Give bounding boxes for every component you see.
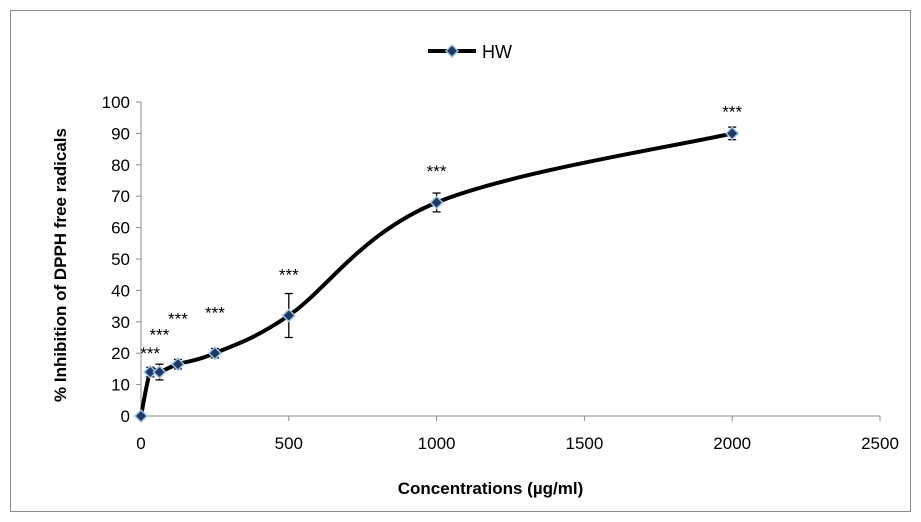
x-tick-label: 1500	[565, 434, 603, 453]
x-tick-label: 1000	[418, 434, 456, 453]
y-tick-label: 60	[111, 219, 130, 238]
significance-label: ***	[168, 310, 188, 329]
data-point-marker	[725, 126, 740, 141]
significance-label: ***	[205, 303, 225, 322]
x-tick-label: 0	[136, 434, 145, 453]
data-point-marker	[152, 364, 167, 380]
y-tick-label: 30	[111, 313, 130, 332]
legend-marker-hw	[444, 43, 460, 59]
y-tick-label: 80	[111, 156, 130, 175]
plot-axes	[140, 102, 880, 417]
significance-label: ***	[722, 102, 742, 121]
y-tick-label: 50	[111, 250, 130, 269]
data-point-marker	[429, 195, 444, 210]
y-tick-label: 0	[121, 407, 130, 426]
significance-label: ***	[150, 325, 170, 344]
y-axis-ticks: 0 10 20 30 40 50 60 70 80 90 100	[102, 93, 141, 426]
significance-label: ***	[279, 266, 299, 285]
legend-label-hw: HW	[482, 42, 512, 62]
legend: HW	[428, 42, 512, 62]
data-point-marker	[143, 364, 158, 380]
series-layer	[133, 126, 740, 424]
y-tick-label: 70	[111, 187, 130, 206]
significance-annotations: ********* ************	[140, 102, 742, 363]
data-point-marker	[207, 346, 222, 361]
chart-area	[10, 10, 911, 512]
x-tick-label: 500	[275, 434, 303, 453]
y-axis-title: % Inhibition of DPPH free radicals	[51, 128, 70, 402]
significance-label: ***	[140, 344, 160, 363]
y-tick-label: 10	[111, 376, 130, 395]
data-point-marker	[281, 308, 296, 323]
data-point-marker	[170, 357, 186, 372]
x-axis-ticks: 0 500 1000 1500 2000 2500	[136, 416, 899, 453]
data-point-marker	[133, 408, 149, 424]
y-tick-label: 20	[111, 344, 130, 363]
x-tick-label: 2500	[861, 434, 899, 453]
y-tick-label: 40	[111, 281, 130, 300]
y-tick-label: 90	[111, 124, 130, 143]
x-tick-label: 2000	[713, 434, 751, 453]
x-axis-title: Concentrations (µg/ml)	[398, 479, 583, 498]
y-tick-label: 100	[102, 93, 130, 112]
significance-label: ***	[427, 162, 447, 181]
